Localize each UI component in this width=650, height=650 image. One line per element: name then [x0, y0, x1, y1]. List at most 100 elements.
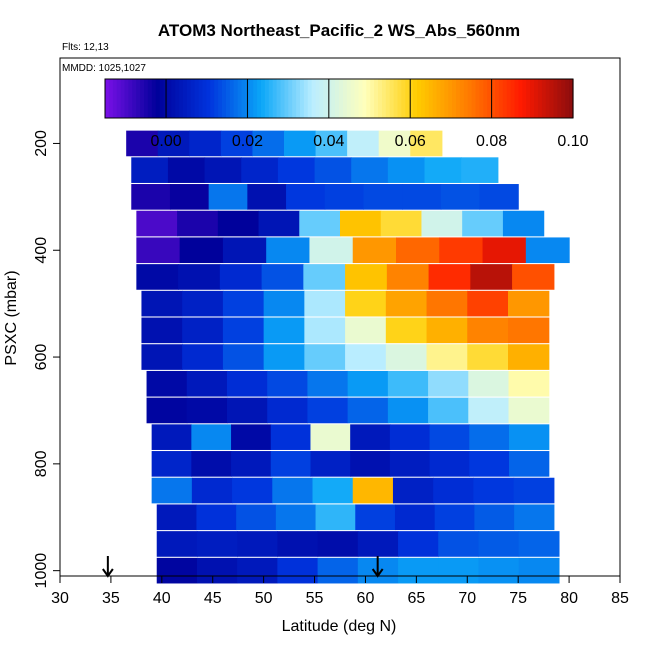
heatmap-cells: [126, 130, 570, 584]
heatmap-cell: [304, 290, 346, 317]
colorbar-swatch: [350, 79, 356, 118]
heatmap-cell: [468, 370, 510, 397]
x-tick-label: 65: [407, 590, 425, 607]
colorbar-swatch: [237, 79, 243, 118]
heatmap-cell: [508, 290, 550, 317]
colorbar-swatch: [214, 79, 219, 118]
colorbar-swatch: [420, 79, 426, 118]
colorbar-swatch: [120, 79, 126, 118]
colorbar-swatch: [366, 79, 371, 118]
heatmap-cell: [131, 157, 169, 183]
heatmap-cell: [385, 290, 428, 317]
x-tick-label: 85: [611, 590, 629, 607]
heatmap-cell: [385, 344, 428, 370]
colorbar-swatch: [253, 79, 258, 118]
x-tick-label: 80: [560, 590, 578, 607]
heatmap-cell: [479, 184, 519, 210]
colorbar-swatch: [202, 79, 207, 118]
heatmap-cell: [222, 317, 265, 344]
heatmap-cell: [237, 531, 278, 557]
heatmap-cell: [179, 237, 224, 264]
heatmap-cell: [508, 370, 550, 397]
flights-note: Flts: 12,13: [62, 42, 109, 53]
colorbar-swatch: [498, 79, 504, 118]
heatmap-cell: [317, 531, 359, 557]
colorbar-swatch: [229, 79, 235, 118]
colorbar-swatch: [409, 79, 414, 118]
colorbar-swatch: [167, 79, 172, 118]
heatmap-cell: [204, 157, 242, 183]
heatmap-cell: [428, 264, 471, 290]
latitude-arrow: [371, 556, 384, 578]
heatmap-cell: [347, 130, 380, 157]
colorbar-swatch: [487, 79, 492, 118]
heatmap-cell: [429, 424, 470, 450]
colorbar-swatch: [307, 79, 313, 118]
heatmap-cell: [263, 317, 305, 344]
heatmap-cell: [277, 157, 316, 183]
heatmap-cell: [351, 157, 389, 183]
colorbar-swatch: [303, 79, 309, 118]
heatmap-cell: [473, 477, 515, 504]
heatmap-cell: [512, 264, 555, 290]
colorbar-swatch: [249, 79, 254, 118]
heatmap-cell: [151, 451, 192, 477]
colorbar-tick-label: 0.10: [557, 133, 588, 150]
latitude-arrow: [102, 556, 114, 578]
heatmap-cell: [275, 504, 317, 531]
y-tick-label: 400: [33, 237, 50, 264]
colorbar-swatch: [342, 79, 348, 118]
heatmap-cell: [252, 130, 285, 157]
colorbar-swatch: [514, 79, 519, 118]
colorbar-swatch: [272, 79, 278, 118]
colorbar-swatch: [276, 79, 282, 118]
heatmap-cell: [394, 504, 436, 531]
colorbar-swatch: [331, 79, 336, 118]
heatmap-cell: [219, 264, 263, 290]
colorbar-swatch: [534, 79, 539, 118]
y-tick-label: 200: [33, 130, 50, 157]
colorbar-swatch: [116, 79, 122, 118]
colorbar-swatch: [475, 79, 480, 118]
heatmap-cell: [141, 317, 183, 344]
x-tick-label: 75: [509, 590, 527, 607]
colorbar-swatch: [362, 79, 367, 118]
colorbar-swatch: [335, 79, 340, 118]
y-axis-label: PSXC (mbar): [3, 270, 20, 365]
y-tick-label: 800: [33, 450, 50, 477]
heatmap-cell: [189, 130, 222, 157]
heatmap-cell: [307, 397, 349, 424]
heatmap-cell: [509, 424, 550, 450]
colorbar-swatch: [315, 79, 321, 118]
heatmap-cell: [309, 237, 354, 264]
dates-note: MMDD: 1025,1027: [62, 63, 146, 74]
heatmap-cell: [261, 264, 304, 290]
heatmap-cell: [345, 344, 387, 370]
colorbar-swatch: [452, 79, 457, 118]
colorbar-swatch: [261, 79, 266, 118]
colorbar-swatch: [354, 79, 360, 118]
colorbar-swatch: [140, 79, 145, 118]
heatmap-cell: [136, 237, 181, 264]
colorbar-swatch: [136, 79, 141, 118]
heatmap-cell: [518, 531, 560, 557]
heatmap-cell: [169, 184, 210, 210]
heatmap-cell: [247, 184, 287, 210]
heatmap-cell: [314, 157, 352, 183]
colorbar-tick-label: 0.06: [395, 133, 426, 150]
heatmap-cell: [387, 397, 429, 424]
chart-title: ATOM3 Northeast_Pacific_2 WS_Abs_560nm: [158, 21, 520, 40]
x-tick-label: 40: [153, 590, 171, 607]
heatmap-cell: [402, 184, 442, 210]
colorbar-swatch: [155, 79, 161, 118]
colorbar-tick-label: 0.02: [232, 133, 263, 150]
colorbar-swatch: [186, 79, 192, 118]
heatmap-cell: [509, 451, 550, 477]
heatmap-cell: [157, 130, 190, 157]
heatmap-cell: [467, 317, 509, 344]
heatmap-cell: [191, 424, 232, 450]
heatmap-cell: [357, 531, 399, 557]
colorbar-swatch: [522, 79, 527, 118]
colorbar-swatch: [124, 79, 129, 118]
colorbar-swatch: [393, 79, 399, 118]
